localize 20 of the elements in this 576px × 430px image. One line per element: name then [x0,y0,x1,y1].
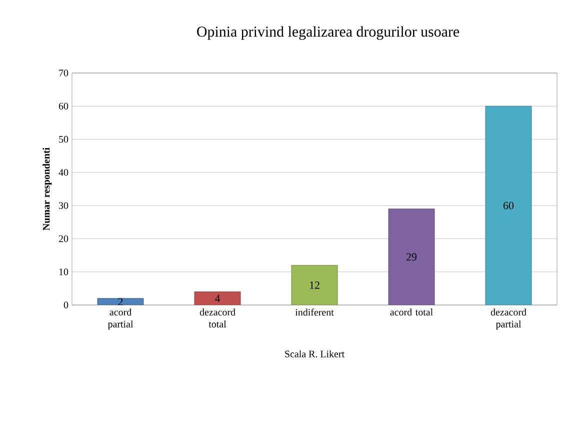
y-tick-label: 70 [59,70,68,76]
y-tick-label: 10 [59,268,68,276]
y-tick-label: 40 [58,169,68,176]
data-label: 29 [406,253,417,261]
data-label: 4 [214,294,220,302]
x-tick-label: acord partial [108,308,134,330]
x-tick-label: indiferent [295,308,334,316]
y-tick-label: 20 [58,235,68,242]
y-tick-label: 0 [64,302,68,308]
y-tick-label: 60 [58,102,68,110]
x-tick-label: acord total [390,308,433,316]
data-label: 60 [504,202,514,210]
chart-title: Opinia privind legalizarea drogurilor usoare [197,26,460,40]
x-tick-label: dezacord partial [490,308,526,330]
y-axis-title: Numar respondenti [42,148,52,230]
data-label: 12 [310,281,320,289]
y-tick-label: 30 [59,202,68,209]
x-tick-label: dezacord total [200,308,236,328]
y-tick-label: 50 [59,136,68,143]
x-axis-title: Scala R. Likert [285,350,344,358]
